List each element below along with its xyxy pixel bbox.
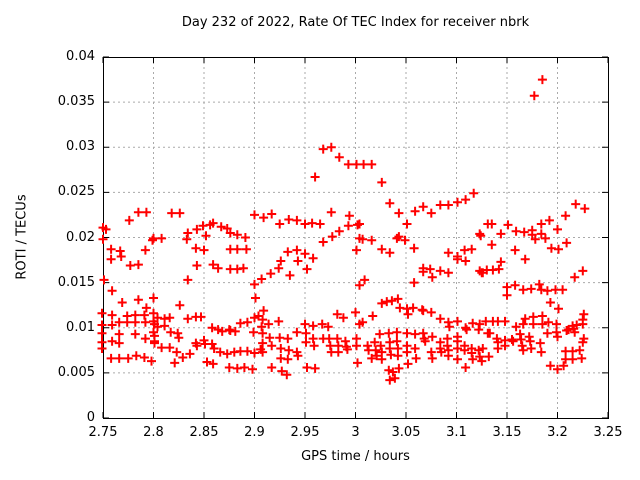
x-tick-label: 2.8: [143, 425, 164, 440]
y-tick-label: 0.04: [66, 49, 95, 64]
y-tick-label: 0.015: [57, 274, 95, 290]
x-tick-label: 2.75: [88, 425, 118, 440]
x-tick-label: 3: [351, 425, 360, 440]
y-tick-label: 0.035: [57, 94, 95, 110]
x-axis-label: GPS time / hours: [301, 449, 410, 464]
y-tick-label: 0.01: [66, 319, 95, 335]
data-point-markers: [97, 75, 590, 385]
x-tick-label: 3.25: [593, 425, 623, 440]
y-tick-label: 0.02: [66, 229, 95, 245]
x-tick-label: 3.15: [492, 425, 522, 440]
y-tick-label: 0: [86, 410, 95, 425]
x-tick-label: 3.1: [446, 425, 467, 440]
y-tick-label: 0.03: [66, 139, 95, 155]
x-tick-label: 3.05: [391, 425, 421, 440]
y-tick-label: 0.025: [57, 184, 95, 200]
x-tick-label: 3.2: [547, 425, 568, 440]
chart-title: Day 232 of 2022, Rate Of TEC Index for r…: [181, 15, 530, 30]
y-tick-label: 0.005: [57, 364, 95, 380]
x-tick-label: 2.9: [244, 425, 265, 440]
x-tick-label: 2.95: [290, 425, 320, 440]
x-tick-label: 2.85: [189, 425, 219, 440]
